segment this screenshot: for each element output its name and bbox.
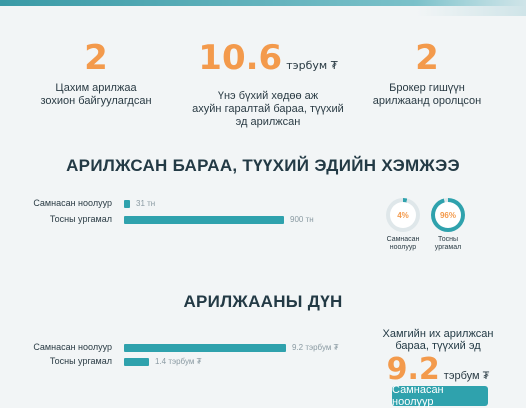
value-bar-cashmere: [124, 344, 286, 352]
max-trade-panel: Хамгийн их арилжсан бараа, түүхий эд 9.2…: [378, 328, 498, 388]
caption-line: Самнасан: [386, 236, 420, 243]
stat-brokers-value: 2: [415, 38, 439, 78]
value-value-cashmere: 9.2 тэрбум ₮: [292, 343, 339, 352]
decorative-corner: [416, 0, 526, 16]
volume-section-title: АРИЛЖСАН БАРАА, ТҮҮХИЙ ЭДИЙН ХЭМЖЭЭ: [66, 156, 460, 175]
stat-traded-unit: тэрбум ₮: [286, 59, 338, 72]
caption-line: Цахим арилжаа: [55, 82, 137, 94]
volume-label-cashmere: Самнасан ноолуур: [33, 198, 112, 208]
value-label-cashmere: Самнасан ноолуур: [33, 342, 112, 352]
donut-oilseed-caption: Тосны ургамал: [425, 236, 471, 252]
max-trade-product-badge: Самнасан ноолуур: [392, 384, 488, 408]
donut-cashmere-label: 4%: [390, 202, 416, 228]
donut-oilseed: 96%: [431, 198, 465, 232]
value-value-oilseed: 1.4 тэрбум ₮: [155, 357, 202, 366]
donut-cashmere: 4%: [386, 198, 420, 232]
volume-bar-cashmere: [124, 200, 130, 208]
caption-line: бараа, түүхий эд: [395, 340, 481, 352]
caption-line: ахуйн гаралтай бараа, түүхий: [192, 103, 344, 115]
value-bar-oilseed: [124, 358, 149, 366]
caption-line: Брокер гишүүн: [389, 82, 465, 94]
caption-line: Үнэ бүхий хөдөө аж: [217, 90, 319, 102]
stat-brokers-caption: Брокер гишүүн арилжаанд оролцсон: [370, 82, 484, 108]
caption-line: Хамгийн их арилжсан: [382, 328, 494, 340]
volume-bar-oilseed: [124, 216, 284, 224]
caption-line: Тосны: [437, 236, 459, 243]
max-trade-caption: Хамгийн их арилжсан бараа, түүхий эд: [378, 328, 498, 352]
value-section-title: АРИЛЖААНЫ ДҮН: [183, 292, 343, 311]
volume-value-cashmere: 31 тн: [136, 199, 156, 208]
stat-auctions-value: 2: [84, 38, 108, 78]
caption-line: ноолуур: [389, 244, 417, 251]
value-label-oilseed: Тосны ургамал: [49, 356, 112, 366]
donut-oilseed-label: 96%: [435, 202, 461, 228]
volume-label-oilseed: Тосны ургамал: [49, 214, 112, 224]
volume-value-oilseed: 900 тн: [290, 215, 314, 224]
caption-line: ургамал: [434, 244, 462, 251]
stat-auctions: 2 Цахим арилжаа зохион байгуулагдсан: [40, 38, 152, 108]
stat-brokers: 2 Брокер гишүүн арилжаанд оролцсон: [370, 38, 484, 108]
caption-line: зохион байгуулагдсан: [40, 95, 152, 107]
stat-traded-caption: Үнэ бүхий хөдөө аж ахуйн гаралтай бараа,…: [190, 90, 346, 129]
stat-auctions-caption: Цахим арилжаа зохион байгуулагдсан: [40, 82, 152, 108]
top-accent-bar: [0, 0, 526, 6]
caption-line: арилжаанд оролцсон: [372, 95, 482, 107]
caption-line: эд арилжсан: [235, 116, 301, 128]
stat-traded-value: 10.6 тэрбум ₮ Үнэ бүхий хөдөө аж ахуйн га…: [190, 38, 346, 129]
max-trade-value: 9.2: [386, 352, 440, 387]
max-trade-unit: тэрбум ₮: [443, 370, 490, 382]
max-trade-value-row: 9.2 тэрбум ₮: [378, 352, 498, 388]
stat-traded-value-number: 10.6 тэрбум ₮: [190, 38, 346, 86]
donut-cashmere-caption: Самнасан ноолуур: [380, 236, 426, 252]
stat-traded-amount: 10.6: [198, 38, 283, 78]
